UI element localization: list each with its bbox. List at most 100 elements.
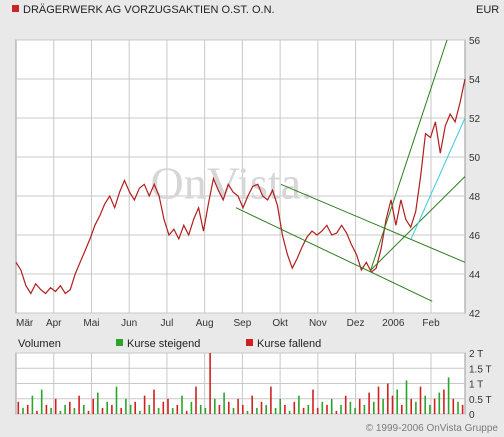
volume-bar xyxy=(218,404,221,414)
volume-bar xyxy=(438,392,441,414)
volume-bar xyxy=(415,401,417,414)
volume-bar xyxy=(59,410,62,414)
volume-y-tick-label: 1.5 T xyxy=(469,364,492,375)
volume-y-tick-label: 1 T xyxy=(469,380,483,391)
volume-bar xyxy=(330,398,333,415)
volume-bar xyxy=(167,398,169,415)
volume-bar xyxy=(101,407,104,414)
legend-falling: Kurse fallend xyxy=(246,338,321,350)
volume-bar xyxy=(204,407,207,414)
volume-bar xyxy=(36,410,38,414)
volume-bar xyxy=(50,407,52,414)
volume-bar xyxy=(73,407,76,414)
volume-bar xyxy=(209,353,211,414)
volume-bar xyxy=(157,407,160,414)
volume-bar xyxy=(358,398,361,415)
chart-title: DRÄGERWERK AG VORZUGSAKTIEN O.ST. O.N. xyxy=(23,4,275,16)
price-y-tick-label: 50 xyxy=(469,153,481,164)
volume-bar xyxy=(387,383,389,414)
volume-bar xyxy=(433,398,436,415)
trend-line xyxy=(370,39,448,271)
volume-bar xyxy=(97,392,99,414)
volume-bar xyxy=(64,404,66,414)
volume-bar xyxy=(265,404,267,414)
volume-label: Volumen xyxy=(18,338,61,350)
chart-title-row: DRÄGERWERK AG VORZUGSAKTIEN O.ST. O.N. xyxy=(12,4,275,16)
volume-bar xyxy=(284,404,286,414)
volume-bar xyxy=(40,389,43,414)
price-x-tick-label: Aug xyxy=(196,318,214,329)
volume-bar xyxy=(326,404,328,414)
watermark-text: OnVista. xyxy=(150,157,312,208)
volume-bar xyxy=(321,401,324,414)
price-y-tick-label: 56 xyxy=(469,36,481,47)
volume-bar xyxy=(148,404,151,414)
volume-bar xyxy=(307,404,310,414)
volume-bar xyxy=(260,401,263,414)
price-plot-area xyxy=(15,39,466,314)
volume-bar xyxy=(447,377,450,414)
volume-bar xyxy=(246,410,249,414)
volume-bar xyxy=(190,401,193,414)
volume-y-tick-label: 0 xyxy=(469,410,475,421)
volume-bar xyxy=(129,404,132,414)
volume-bar xyxy=(69,401,71,414)
volume-bar xyxy=(242,404,244,414)
price-x-tick-label: Feb xyxy=(422,318,440,329)
volume-bar xyxy=(87,410,90,414)
price-y-tick-label: 42 xyxy=(469,309,481,320)
volume-bar xyxy=(354,407,356,414)
volume-bar xyxy=(461,404,464,414)
volume-bar xyxy=(373,401,375,414)
volume-bar xyxy=(143,395,146,414)
volume-bar xyxy=(134,401,136,414)
volume-bar xyxy=(335,410,338,414)
volume-bar xyxy=(293,401,296,414)
title-marker xyxy=(12,5,19,12)
legend-rising-swatch xyxy=(116,339,123,346)
volume-y-tick-label: 2 T xyxy=(469,349,483,360)
volume-bar xyxy=(228,401,230,414)
legend-falling-swatch xyxy=(246,339,253,346)
volume-bar xyxy=(251,395,253,414)
volume-bar xyxy=(26,404,29,414)
volume-bar xyxy=(111,404,113,414)
volume-bar xyxy=(31,395,34,414)
volume-bar xyxy=(396,389,398,414)
volume-bar xyxy=(391,395,394,414)
volume-y-tick-label: 0.5 T xyxy=(469,395,492,406)
price-x-tick-label: 2006 xyxy=(382,318,405,329)
volume-bar xyxy=(214,398,216,415)
volume-bar xyxy=(115,386,118,414)
price-y-tick-label: 48 xyxy=(469,192,481,203)
volume-bar xyxy=(405,380,408,414)
legend-falling-label: Kurse fallend xyxy=(257,338,322,350)
price-y-tick-label: 54 xyxy=(469,75,481,86)
currency-label: EUR xyxy=(476,4,500,16)
volume-bar xyxy=(368,392,370,414)
volume-bar xyxy=(419,386,422,414)
volume-bar xyxy=(298,395,300,414)
volume-bar xyxy=(125,398,127,415)
volume-bar xyxy=(279,398,281,415)
volume-bar xyxy=(312,389,314,414)
volume-bar xyxy=(377,386,380,414)
volume-bar xyxy=(92,398,94,415)
volume-bar xyxy=(223,392,225,414)
volume-bar xyxy=(302,407,305,414)
volume-bar xyxy=(410,398,412,415)
price-series-line xyxy=(15,78,466,295)
copyright-footer: © 1999-2006 OnVista Gruppe xyxy=(365,423,498,434)
price-y-tick-label: 52 xyxy=(469,114,481,125)
trend-line xyxy=(235,207,433,302)
volume-bar xyxy=(457,401,459,414)
price-x-tick-label: Apr xyxy=(46,318,62,329)
legend-rising-label: Kurse steigend xyxy=(127,338,201,350)
volume-bar xyxy=(195,386,197,414)
volume-bar xyxy=(78,395,80,414)
volume-bar xyxy=(22,407,24,414)
volume-bar xyxy=(139,410,141,414)
price-x-tick-label: Mär xyxy=(16,318,34,329)
